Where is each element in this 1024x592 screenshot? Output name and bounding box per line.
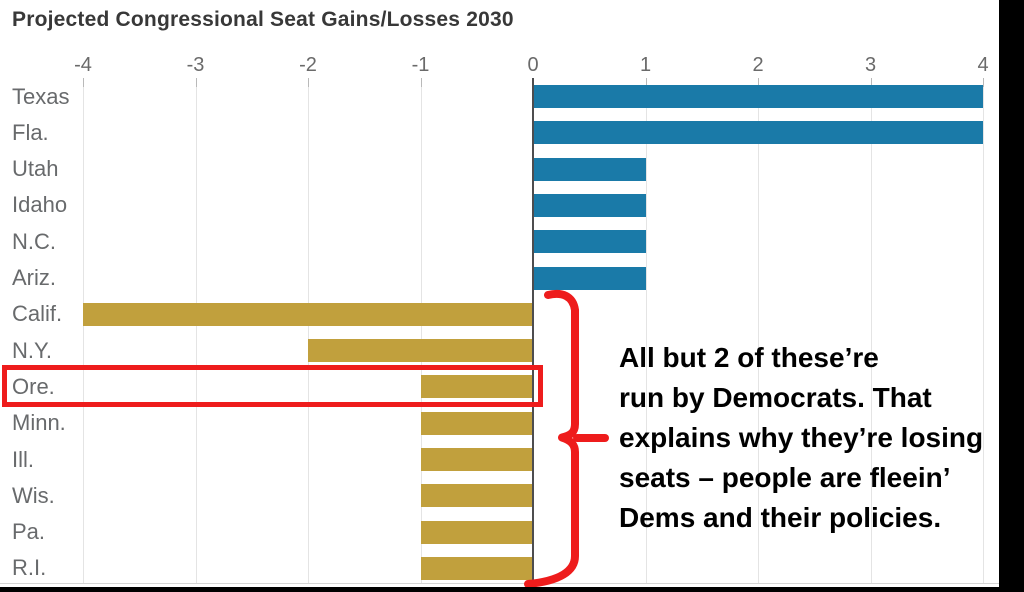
annotation-line-4: seats – people are fleein’ <box>619 462 951 493</box>
tick-label--1: -1 <box>411 54 430 76</box>
tick-label-4: 4 <box>977 54 989 76</box>
tick-label--4: -4 <box>74 54 92 76</box>
bar-pa <box>420 520 533 544</box>
row-label-utah: Utah <box>12 155 63 184</box>
gridline--2 <box>308 82 309 583</box>
gridline--1 <box>420 82 422 583</box>
row-label-idaho: Idaho <box>12 191 72 220</box>
bar-minn <box>420 411 533 435</box>
row-label-wis: Wis. <box>12 481 59 510</box>
bar-fla <box>533 121 983 145</box>
row-label-texas: Texas <box>12 82 74 111</box>
annotation-line-2: run by Democrats. That <box>619 382 932 413</box>
bar-ore <box>420 375 533 399</box>
gridline-3 <box>870 82 872 583</box>
tick-mark-2 <box>758 78 759 87</box>
zero-axis-line <box>532 78 534 585</box>
bar-ariz <box>533 266 646 290</box>
row-label-pa: Pa. <box>12 518 50 547</box>
bar-wis <box>420 484 533 508</box>
tick-label--3: -3 <box>186 54 205 76</box>
tick-mark-1 <box>645 78 647 87</box>
chart-title: Projected Congressional Seat Gains/Losse… <box>12 8 514 31</box>
curly-brace-annotation <box>524 289 609 588</box>
bar-ny <box>308 339 533 363</box>
gridline-1 <box>645 82 647 583</box>
annotation-text: All but 2 of these’re run by Democrats. T… <box>619 338 1021 538</box>
tick-mark--3 <box>195 78 197 87</box>
tick-mark-3 <box>870 78 872 87</box>
highlight-box-ore <box>2 365 543 407</box>
tick-label-2: 2 <box>752 54 764 76</box>
row-label-calif: Calif. <box>12 300 67 329</box>
tick-mark--2 <box>308 78 309 87</box>
tick-label-3: 3 <box>864 54 877 76</box>
bar-idaho <box>533 193 646 217</box>
row-label-minn: Minn. <box>12 409 70 438</box>
row-label-ny: N.Y. <box>12 336 56 365</box>
gridline-4 <box>983 82 984 583</box>
plot-baseline <box>0 583 999 584</box>
bar-texas <box>533 85 983 108</box>
tick-label-0: 0 <box>527 54 539 76</box>
bar-ill <box>420 448 533 471</box>
row-label-fla: Fla. <box>12 118 53 147</box>
screen-edge-right <box>999 0 1024 592</box>
row-label-nc: N.C. <box>12 227 60 256</box>
bar-calif <box>83 302 533 326</box>
row-label-ri: R.I. <box>12 554 51 583</box>
curly-brace-path <box>524 289 579 588</box>
tick-mark-4 <box>983 78 984 87</box>
tick-label--2: -2 <box>299 54 317 76</box>
gridline--3 <box>195 82 197 583</box>
annotation-line-5: Dems and their policies. <box>619 502 942 533</box>
tick-mark--1 <box>420 78 422 87</box>
bar-utah <box>533 157 646 181</box>
row-label-ariz: Ariz. <box>12 264 60 292</box>
gridline--4 <box>83 82 84 583</box>
tick-label-1: 1 <box>639 54 652 76</box>
annotation-line-1: All but 2 of these’re <box>619 342 879 373</box>
bar-ri <box>420 556 533 580</box>
row-label-ore: Ore. <box>12 372 59 401</box>
gridline-2 <box>758 82 759 583</box>
screen-edge-bottom <box>0 587 1024 592</box>
annotation-line-3: explains why they’re losing <box>619 422 984 453</box>
tick-mark--4 <box>83 78 84 87</box>
bar-nc <box>533 230 646 254</box>
row-label-ill: Ill. <box>12 445 38 474</box>
